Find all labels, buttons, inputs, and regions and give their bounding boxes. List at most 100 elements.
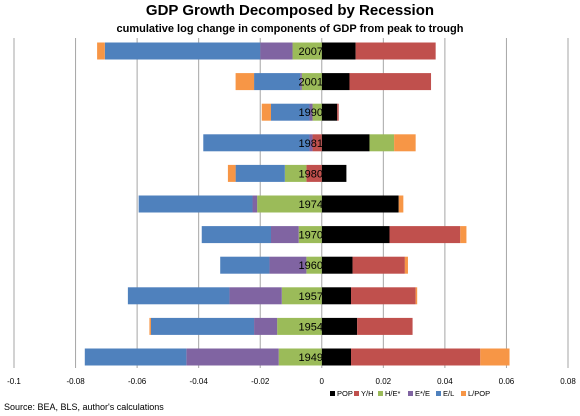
bar-e-l — [150, 317, 255, 335]
bar-l-pop — [97, 42, 105, 60]
bar-h-e- — [369, 134, 395, 152]
bar-pop — [321, 226, 390, 244]
bar-e-e — [260, 42, 293, 60]
bar-pop — [321, 195, 399, 213]
bar-l-pop — [398, 195, 404, 213]
bar-y-h — [306, 164, 322, 182]
bar-h-e- — [277, 317, 322, 335]
bar-y-h — [337, 103, 339, 121]
legend-swatch — [436, 391, 441, 396]
bar-y-h — [349, 73, 432, 91]
bar-y-h — [389, 226, 461, 244]
bar-y-h — [352, 256, 405, 274]
category-label: 1990 — [299, 107, 323, 119]
source-note: Source: BEA, BLS, author's calculations — [4, 402, 164, 412]
bar-e-e — [269, 256, 307, 274]
bar-y-h — [312, 134, 322, 152]
bar-l-pop — [460, 226, 467, 244]
category-label: 1954 — [299, 321, 323, 333]
x-tick-label: -0.02 — [251, 377, 270, 386]
bar-h-e- — [301, 73, 322, 91]
bar-pop — [321, 287, 352, 305]
bar-e-l — [235, 164, 285, 182]
bar-e-l — [270, 103, 310, 121]
x-tick-label: 0.08 — [560, 377, 576, 386]
bar-e-e — [186, 348, 279, 366]
bar-e-e — [309, 103, 313, 121]
bar-h-e- — [292, 42, 322, 60]
bar-pop — [321, 317, 358, 335]
legend-label: E*/E — [415, 389, 430, 398]
x-tick-label: 0.02 — [376, 377, 392, 386]
bar-pop — [321, 348, 352, 366]
bar-h-e- — [312, 103, 322, 121]
legend-swatch — [330, 391, 335, 396]
bar-e-l — [127, 287, 230, 305]
legend-swatch — [378, 391, 383, 396]
bar-e-l — [201, 226, 271, 244]
bar-h-e- — [306, 256, 322, 274]
bar-e-l — [104, 42, 261, 60]
bar-e-e — [300, 73, 302, 91]
bar-pop — [321, 134, 370, 152]
bar-y-h — [351, 287, 416, 305]
x-tick-label: -0.1 — [7, 377, 21, 386]
category-label: 2007 — [299, 46, 323, 58]
bar-h-e- — [278, 348, 322, 366]
bar-h-e- — [281, 287, 322, 305]
bar-pop — [321, 42, 356, 60]
bar-l-pop — [480, 348, 510, 366]
x-tick-label: -0.06 — [128, 377, 147, 386]
bar-e-l — [203, 134, 310, 152]
category-label: 1957 — [299, 291, 323, 303]
bar-e-e — [252, 195, 258, 213]
category-label: 2001 — [299, 77, 323, 89]
x-tick-label: -0.08 — [66, 377, 85, 386]
x-tick-label: -0.04 — [190, 377, 209, 386]
bar-y-h — [351, 348, 481, 366]
bar-l-pop — [227, 164, 236, 182]
bar-e-e — [270, 226, 299, 244]
category-label: 1970 — [299, 230, 323, 242]
bar-l-pop — [394, 134, 416, 152]
bar-l-pop — [261, 103, 271, 121]
bar-l-pop — [415, 287, 418, 305]
bar-e-e — [254, 317, 278, 335]
chart-title: GDP Growth Decomposed by Recession — [145, 2, 435, 19]
bar-h-e- — [284, 164, 307, 182]
category-label: 1960 — [299, 260, 323, 272]
legend-swatch — [354, 391, 359, 396]
category-label: 1980 — [299, 168, 323, 180]
legend-swatch — [461, 391, 466, 396]
legend-label: L/POP — [468, 389, 490, 398]
bar-h-e- — [298, 226, 322, 244]
bar-l-pop — [235, 73, 255, 91]
bar-y-h — [355, 42, 436, 60]
bar-h-e- — [257, 195, 322, 213]
legend-swatch — [408, 391, 413, 396]
bar-pop — [321, 73, 350, 91]
bar-pop — [321, 164, 347, 182]
bar-e-l — [138, 195, 253, 213]
bar-e-e — [309, 134, 313, 152]
category-label: 1974 — [299, 199, 323, 211]
legend-label: Y/H — [361, 389, 374, 398]
bar-e-e — [229, 287, 282, 305]
legend-label: E/L — [443, 389, 454, 398]
bar-e-l — [254, 73, 301, 91]
legend-label: POP — [337, 389, 353, 398]
bar-pop — [321, 103, 338, 121]
chart-subtitle: cumulative log change in components of G… — [116, 23, 464, 35]
x-tick-label: 0.06 — [499, 377, 515, 386]
legend-label: H/E* — [385, 389, 401, 398]
bar-l-pop — [404, 256, 408, 274]
x-tick-label: 0.04 — [437, 377, 453, 386]
category-label: 1949 — [299, 352, 323, 364]
x-tick-label: 0 — [320, 377, 325, 386]
bar-y-h — [357, 317, 413, 335]
bar-e-l — [84, 348, 187, 366]
bar-pop — [321, 256, 353, 274]
bar-e-l — [220, 256, 270, 274]
bar-l-pop — [149, 317, 151, 335]
